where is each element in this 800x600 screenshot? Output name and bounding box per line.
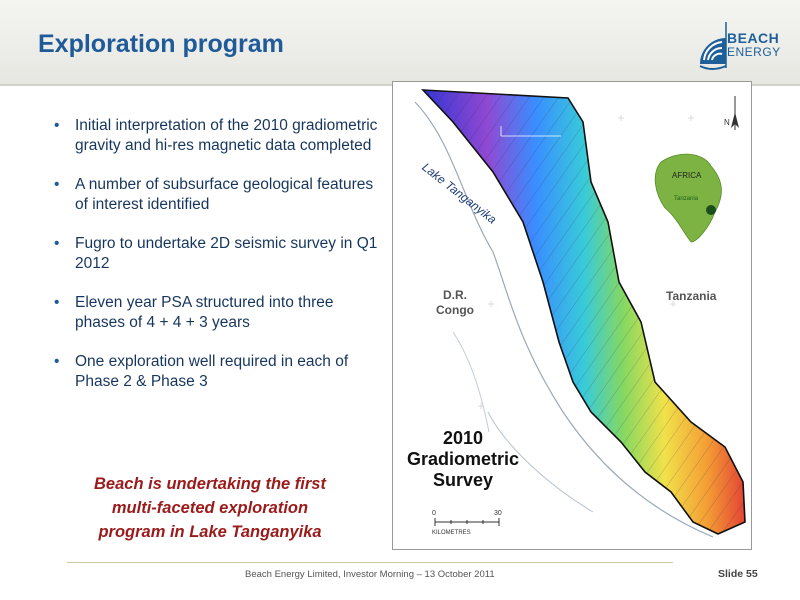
bullet-text: Initial interpretation of the 2010 gradi… xyxy=(75,117,378,154)
slide-title: Exploration program xyxy=(38,30,284,58)
logo-line-1: BEACH xyxy=(727,30,780,46)
scale-end-label: 30 xyxy=(494,510,502,517)
callout-text: Beach is undertaking the first multi-fac… xyxy=(60,472,360,544)
bullet-glyph: • xyxy=(54,353,60,370)
bullet-list: • Initial interpretation of the 2010 grad… xyxy=(52,116,382,411)
footer-divider xyxy=(67,562,673,563)
survey-line: Survey xyxy=(432,470,494,490)
survey-map-graphic xyxy=(414,89,746,538)
bullet-glyph: • xyxy=(54,176,60,193)
logo-line-2: ENERGY xyxy=(727,45,781,59)
bullet-text: Fugro to undertake 2D seismic survey in … xyxy=(75,235,378,272)
drc-line: Congo xyxy=(436,303,474,317)
callout-line: Beach is undertaking the first xyxy=(94,475,326,493)
bullet-glyph: • xyxy=(54,235,60,252)
bullet-text: A number of subsurface geological featur… xyxy=(75,176,374,213)
survey-line: 2010 xyxy=(442,428,484,448)
footer-text: Beach Energy Limited, Investor Morning –… xyxy=(245,569,495,580)
bullet-item: • A number of subsurface geological featu… xyxy=(52,175,382,215)
drc-line: D.R. xyxy=(443,288,467,302)
bullet-glyph: • xyxy=(54,294,60,311)
inset-africa-label: AFRICA xyxy=(672,171,702,180)
slide-number: Slide 55 xyxy=(718,568,758,580)
scale-start-label: 0 xyxy=(432,510,436,517)
bullet-item: • One exploration well required in each o… xyxy=(52,352,382,392)
bullet-text: Eleven year PSA structured into three ph… xyxy=(75,294,334,331)
survey-line: Gradiometric xyxy=(406,449,520,469)
bullet-glyph: • xyxy=(54,117,60,134)
tanzania-label: Tanzania xyxy=(666,289,717,303)
survey-map xyxy=(392,81,752,550)
beach-energy-logo-icon xyxy=(699,22,727,70)
scale-unit-label: KILOMETRES xyxy=(432,530,471,536)
bullet-item: • Fugro to undertake 2D seismic survey in… xyxy=(52,234,382,274)
callout-line: multi-faceted exploration xyxy=(111,499,309,517)
bullet-item: • Initial interpretation of the 2010 grad… xyxy=(52,116,382,156)
north-arrow-icon: N xyxy=(724,118,730,127)
survey-label: 2010 Gradiometric Survey xyxy=(398,428,528,491)
bullet-text: One exploration well required in each of… xyxy=(75,353,349,390)
header-band xyxy=(0,0,800,84)
drc-label: D.R. Congo xyxy=(433,288,477,318)
inset-tanzania-label: Tanzania xyxy=(674,196,699,202)
bullet-item: • Eleven year PSA structured into three p… xyxy=(52,293,382,333)
logo-wordmark: BEACH ENERGY xyxy=(727,31,781,59)
callout-line: program in Lake Tanganyika xyxy=(98,523,322,541)
